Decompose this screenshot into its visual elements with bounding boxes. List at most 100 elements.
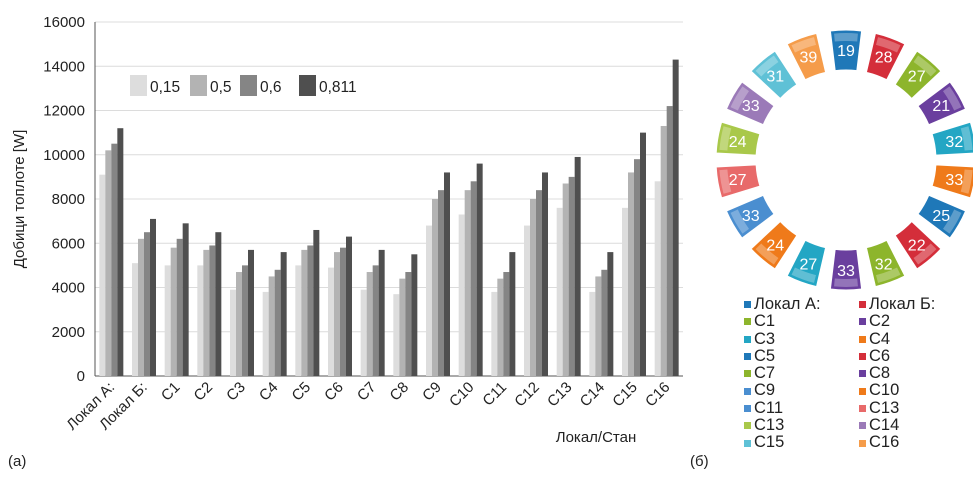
bar-2 <box>432 199 438 376</box>
bar-1 <box>654 181 661 376</box>
ring-value-label: 27 <box>729 172 747 189</box>
bar-4 <box>607 252 614 376</box>
bar-2 <box>660 125 667 376</box>
ring-legend-item: C6 <box>859 346 973 365</box>
bar-1 <box>230 289 236 376</box>
ring-legend-swatch <box>859 353 866 361</box>
bar-4 <box>378 249 385 376</box>
ring-legend-label: Локал А: <box>754 295 821 313</box>
ring-legend-swatch <box>744 387 751 395</box>
legend-label-4: 0,811 <box>319 79 357 96</box>
ring-legend-swatch <box>859 318 866 326</box>
bar-4 <box>117 128 124 376</box>
ring-segment <box>894 50 942 100</box>
ring-segment-highlight <box>730 86 749 111</box>
bar-4 <box>248 249 254 376</box>
x-tick-label: C2 <box>191 379 217 405</box>
bar-2 <box>628 172 634 376</box>
bar-2 <box>399 278 406 376</box>
panel-a-label: (a) <box>8 453 27 470</box>
bar-2 <box>562 183 569 376</box>
x-tick-label: C4 <box>256 379 282 405</box>
legend-swatch-4 <box>299 75 316 96</box>
ring-segment <box>786 239 827 288</box>
ring-value-label: 28 <box>875 50 893 67</box>
ring-legend-label: C10 <box>869 381 900 400</box>
bar-4 <box>444 172 450 376</box>
ring-legend-swatch <box>859 370 866 378</box>
ring-legend-label: C3 <box>754 329 776 348</box>
y-tick-label: 0 <box>77 368 85 385</box>
ring-chart-legend: Локал А: Локал Б: C1 C2 C3 C4 C5 C6 C7 C8 C9 C10 C11… <box>744 295 973 452</box>
bar-2 <box>497 278 504 376</box>
ring-value-label: 31 <box>766 69 784 86</box>
ring-legend-label: C4 <box>869 329 891 348</box>
ring-segment <box>829 248 863 291</box>
ring-segment-highlight <box>719 126 732 151</box>
bar-legend: 0,15 0,5 0,6 0,811 <box>130 75 357 96</box>
bar-1 <box>556 207 563 376</box>
ring-legend-label: C16 <box>869 433 900 452</box>
bar-1 <box>426 225 432 376</box>
grid-lines <box>95 21 683 377</box>
bar-1 <box>99 174 106 376</box>
ring-segment <box>725 81 775 126</box>
ring-segment-highlight <box>943 86 962 111</box>
bar-4 <box>640 132 646 376</box>
ring-value-label: 33 <box>837 263 855 280</box>
ring-segment <box>894 220 942 270</box>
ring-legend-swatch <box>744 404 751 412</box>
ring-legend-label: C6 <box>869 346 891 365</box>
bar-1 <box>524 225 530 376</box>
ring-legend-swatch <box>744 318 751 326</box>
x-tick-label: C1 <box>158 379 184 405</box>
ring-legend-item: C15 <box>744 434 859 451</box>
ring-legend-item: C1 <box>744 312 859 330</box>
ring-legend-label: C13 <box>869 398 900 417</box>
legend-swatch-1 <box>130 75 147 96</box>
ring-segment <box>725 194 775 239</box>
ring-legend-item: C2 <box>859 312 973 331</box>
y-tick-label: 14000 <box>43 58 85 75</box>
ring-segment <box>715 121 761 156</box>
bar-4 <box>346 236 352 376</box>
ring-legend-item: C11 <box>744 399 859 417</box>
x-tick-label: C16 <box>642 379 673 410</box>
ring-value-label: 19 <box>837 43 855 60</box>
bar-1 <box>360 289 367 376</box>
bars <box>99 59 679 377</box>
ring-legend-item: C9 <box>744 382 859 399</box>
ring-legend-swatch <box>859 439 866 447</box>
ring-value-label: 33 <box>945 172 963 189</box>
bar-1 <box>589 291 596 376</box>
ring-segment <box>750 220 798 270</box>
bar-4 <box>574 156 581 376</box>
ring-value-label: 24 <box>729 134 747 151</box>
ring-segment <box>865 32 906 81</box>
bar-2 <box>530 199 536 376</box>
bar-4 <box>313 229 320 376</box>
bar-3 <box>601 269 608 376</box>
x-tick-label: C15 <box>609 379 640 410</box>
ring-segment-highlight <box>875 37 901 53</box>
ring-legend-item: C7 <box>744 364 859 382</box>
bar-2 <box>203 249 210 376</box>
ring-segment-highlight <box>730 209 749 234</box>
ring-legend-swatch <box>744 422 751 430</box>
ring-segment-highlight <box>960 169 973 194</box>
ring-legend-label: C13 <box>754 416 785 435</box>
ring-segment-highlight <box>913 243 937 265</box>
bar-2 <box>268 276 275 376</box>
y-tick-label: 12000 <box>43 103 85 120</box>
bar-3 <box>242 265 248 376</box>
bar-3 <box>144 232 150 376</box>
bar-4 <box>280 252 287 376</box>
ring-legend-swatch <box>744 301 751 309</box>
ring-segment-highlight <box>791 37 817 53</box>
bar-3 <box>666 106 673 376</box>
ring-value-label: 21 <box>932 98 950 115</box>
x-tick-label: C12 <box>511 379 542 410</box>
bar-4 <box>182 223 189 376</box>
ring-legend-label: C2 <box>869 312 891 331</box>
ring-legend-item: Локал Б: <box>859 295 973 313</box>
